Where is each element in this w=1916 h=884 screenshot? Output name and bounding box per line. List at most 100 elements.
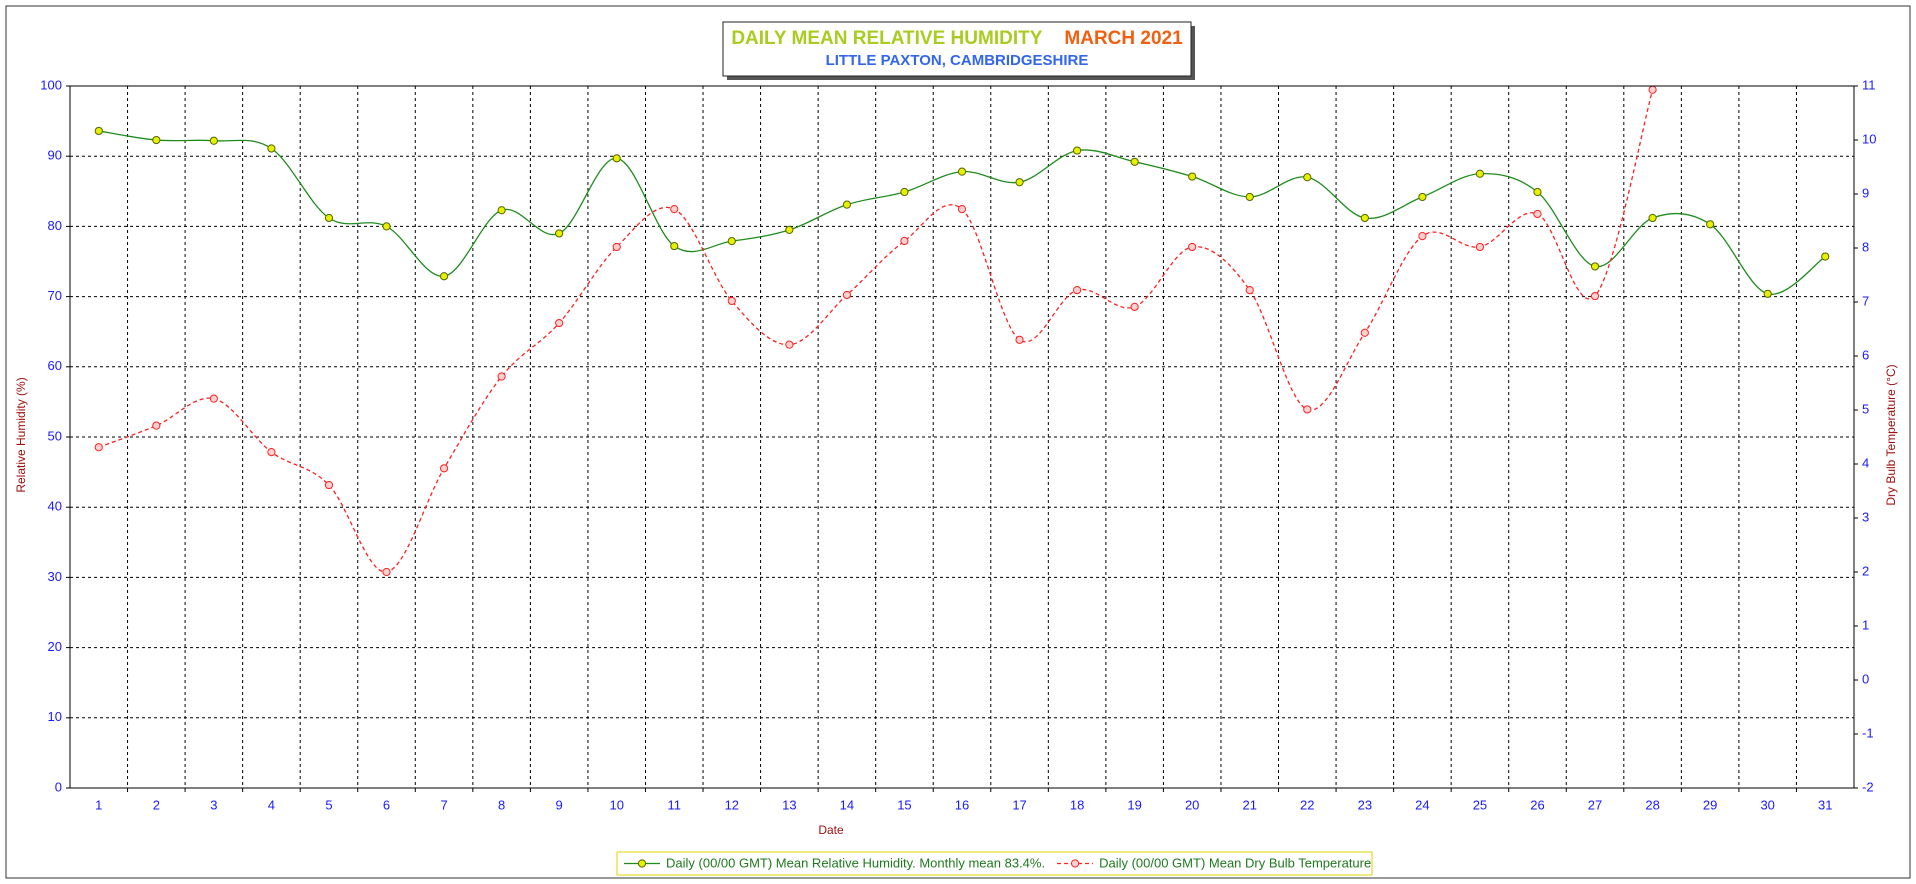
data-point (324, 213, 334, 223)
y2-tick-label: 5 (1862, 401, 1869, 416)
legend-label: Daily (00/00 GMT) Mean Relative Humidity… (666, 855, 1045, 870)
data-point (1303, 173, 1312, 182)
x-tick-label: 7 (440, 797, 447, 812)
x-tick-label: 20 (1185, 797, 1199, 812)
data-point (1418, 192, 1427, 202)
x-tick-label: 18 (1070, 797, 1084, 812)
x-tick-label: 14 (840, 797, 854, 812)
title-main: DAILY MEAN RELATIVE HUMIDITY (731, 28, 1042, 49)
y-tick-label: 80 (48, 218, 62, 233)
y2-tick-label: -1 (1862, 725, 1874, 740)
x-axis-label: Date (818, 823, 844, 837)
data-point (1360, 328, 1369, 337)
data-point (324, 480, 334, 490)
data-point (1188, 242, 1197, 252)
data-point (209, 394, 218, 403)
data-point (497, 206, 506, 215)
data-point (1303, 405, 1312, 414)
data-point (152, 421, 161, 430)
data-point (1072, 146, 1082, 155)
data-point (497, 372, 506, 381)
data-point (94, 443, 103, 452)
data-point (1188, 172, 1197, 181)
y-tick-label: 20 (48, 639, 62, 654)
y2-tick-label: 9 (1862, 185, 1869, 200)
data-point (382, 222, 391, 231)
x-tick-label: 12 (725, 797, 739, 812)
data-point (1533, 187, 1542, 197)
x-tick-label: 16 (955, 797, 969, 812)
data-point (1360, 213, 1369, 223)
data-point (1245, 286, 1254, 295)
x-tick-label: 1 (95, 797, 102, 812)
data-point (1130, 302, 1139, 311)
data-point (670, 241, 679, 251)
x-tick-label: 30 (1760, 797, 1774, 812)
x-tick-label: 26 (1530, 797, 1544, 812)
y-tick-label: 50 (48, 428, 62, 443)
y-tick-label: 60 (48, 358, 62, 373)
data-point (842, 290, 852, 300)
data-point (555, 229, 564, 238)
y2-tick-label: -2 (1862, 779, 1874, 794)
data-point (957, 167, 967, 176)
legend-marker (1070, 859, 1080, 868)
chart-frame (5, 5, 1911, 879)
legend-label: Daily (00/00 GMT) Mean Dry Bulb Temperat… (1099, 855, 1371, 870)
data-point (900, 187, 909, 197)
y2-axis-label: Dry Bulb Temperature (°C) (1884, 364, 1898, 505)
x-tick-label: 22 (1300, 797, 1314, 812)
x-tick-label: 2 (153, 797, 160, 812)
x-tick-label: 27 (1588, 797, 1602, 812)
data-point (267, 144, 276, 153)
data-point (1418, 232, 1427, 241)
data-point (957, 205, 967, 214)
x-tick-label: 15 (897, 797, 911, 812)
chart-title: DAILY MEAN RELATIVE HUMIDITY MARCH 2021 (731, 28, 1183, 49)
x-tick-label: 29 (1703, 797, 1717, 812)
y2-tick-label: 2 (1862, 563, 1869, 578)
x-tick-label: 31 (1818, 797, 1832, 812)
y-tick-label: 70 (48, 288, 62, 303)
x-tick-label: 4 (268, 797, 275, 812)
data-point (842, 200, 852, 209)
y-tick-label: 100 (40, 77, 62, 92)
data-point (1706, 220, 1715, 229)
y2-tick-label: 6 (1862, 347, 1869, 362)
data-point (1533, 209, 1542, 219)
title-box (722, 21, 1192, 77)
data-point (1648, 213, 1657, 223)
x-tick-label: 23 (1358, 797, 1372, 812)
data-point (439, 272, 449, 281)
data-point (1072, 286, 1082, 295)
y2-tick-label: 7 (1862, 293, 1869, 308)
data-point (612, 154, 621, 163)
data-point (555, 318, 564, 328)
x-tick-label: 21 (1243, 797, 1257, 812)
data-point (727, 296, 736, 306)
legend-box (616, 851, 1373, 876)
y2-tick-label: 4 (1862, 455, 1869, 470)
data-point (1648, 85, 1657, 94)
data-point (382, 567, 391, 577)
x-tick-label: 24 (1415, 797, 1429, 812)
data-point (785, 340, 794, 349)
x-tick-label: 9 (556, 797, 563, 812)
data-point (1590, 291, 1600, 301)
x-tick-label: 8 (498, 797, 505, 812)
data-point (152, 135, 161, 145)
y2-tick-label: 1 (1862, 617, 1869, 632)
x-tick-label: 28 (1645, 797, 1659, 812)
data-point (670, 205, 679, 214)
data-point (1821, 252, 1830, 261)
y-tick-label: 10 (48, 709, 62, 724)
x-tick-label: 3 (210, 797, 217, 812)
grid (70, 85, 1854, 789)
y2-tick-label: 3 (1862, 509, 1869, 524)
data-point (439, 464, 449, 473)
x-tick-label: 11 (668, 797, 682, 812)
title-period: MARCH 2021 (1064, 28, 1183, 49)
x-tick-label: 5 (325, 797, 332, 812)
data-point (1763, 289, 1772, 298)
